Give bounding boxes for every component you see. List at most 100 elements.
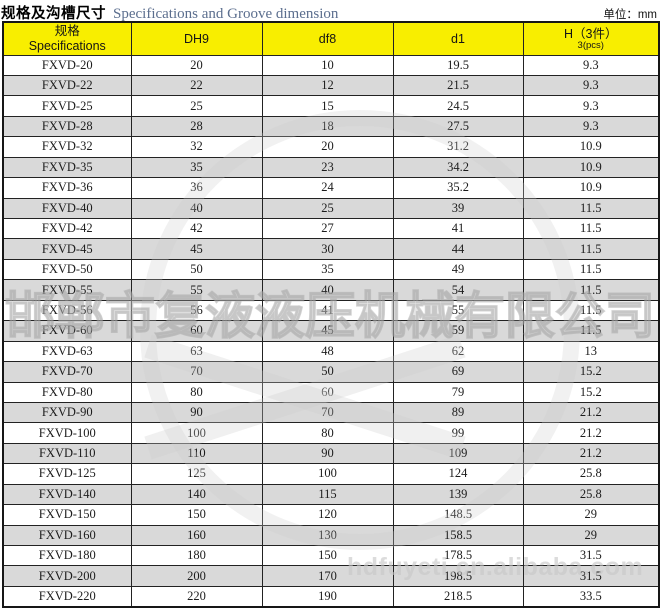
cell-df8: 12 — [261, 74, 394, 97]
cell-spec: FXVD-32 — [2, 136, 132, 158]
cell-dh9: 42 — [130, 217, 263, 240]
cell-d1: 69 — [392, 361, 524, 383]
cell-dh9: 63 — [130, 340, 263, 363]
cell-h: 21.2 — [522, 401, 660, 424]
cell-d1: 34.2 — [392, 156, 524, 179]
cell-h: 9.3 — [522, 115, 660, 138]
cell-d1: 79 — [392, 381, 524, 403]
cell-df8: 30 — [261, 238, 394, 260]
cell-df8: 35 — [261, 258, 394, 281]
table-row: FXVD-20 20 10 19.5 9.3 — [2, 54, 660, 76]
cell-df8: 24 — [261, 177, 394, 199]
cell-dh9: 35 — [130, 156, 263, 179]
cell-dh9: 150 — [130, 504, 263, 526]
cell-h: 11.5 — [522, 320, 660, 342]
cell-spec: FXVD-25 — [2, 95, 132, 117]
cell-dh9: 36 — [130, 177, 263, 199]
cell-d1: 139 — [392, 483, 524, 506]
cell-h: 15.2 — [522, 361, 660, 383]
cell-h: 31.5 — [522, 565, 660, 587]
cell-h: 29 — [522, 504, 660, 526]
table-row: FXVD-140 140 115 139 25.8 — [2, 483, 660, 506]
table-row: FXVD-36 36 24 35.2 10.9 — [2, 177, 660, 199]
cell-spec: FXVD-40 — [2, 197, 132, 220]
cell-dh9: 200 — [130, 565, 263, 587]
cell-h: 13 — [522, 340, 660, 363]
cell-dh9: 180 — [130, 544, 263, 567]
cell-df8: 10 — [261, 54, 394, 76]
cell-df8: 130 — [261, 524, 394, 547]
cell-df8: 20 — [261, 136, 394, 158]
cell-d1: 21.5 — [392, 74, 524, 97]
cell-spec: FXVD-56 — [2, 299, 132, 322]
cell-dh9: 70 — [130, 361, 263, 383]
page-title-english: Specifications and Groove dimension — [113, 6, 339, 22]
cell-d1: 89 — [392, 401, 524, 424]
cell-df8: 170 — [261, 565, 394, 587]
cell-h: 21.2 — [522, 422, 660, 444]
cell-spec: FXVD-50 — [2, 258, 132, 281]
cell-d1: 99 — [392, 422, 524, 444]
cell-spec: FXVD-55 — [2, 279, 132, 301]
page-title-chinese: 规格及沟槽尺寸 — [1, 6, 106, 22]
cell-spec: FXVD-90 — [2, 401, 132, 424]
cell-df8: 150 — [261, 544, 394, 567]
table-row: FXVD-63 63 48 62 13 — [2, 340, 660, 363]
cell-h: 11.5 — [522, 279, 660, 301]
cell-d1: 49 — [392, 258, 524, 281]
cell-spec: FXVD-80 — [2, 381, 132, 403]
cell-df8: 45 — [261, 320, 394, 342]
cell-h: 10.9 — [522, 136, 660, 158]
cell-dh9: 40 — [130, 197, 263, 220]
cell-dh9: 125 — [130, 463, 263, 485]
cell-df8: 80 — [261, 422, 394, 444]
cell-df8: 100 — [261, 463, 394, 485]
table-row: FXVD-50 50 35 49 11.5 — [2, 258, 660, 281]
table-row: FXVD-42 42 27 41 11.5 — [2, 217, 660, 240]
cell-dh9: 55 — [130, 279, 263, 301]
cell-df8: 70 — [261, 401, 394, 424]
table-row: FXVD-100 100 80 99 21.2 — [2, 422, 660, 444]
cell-h: 10.9 — [522, 156, 660, 179]
table-row: FXVD-28 28 18 27.5 9.3 — [2, 115, 660, 138]
table-row: FXVD-22 22 12 21.5 9.3 — [2, 74, 660, 97]
cell-dh9: 20 — [130, 54, 263, 76]
cell-df8: 41 — [261, 299, 394, 322]
cell-spec: FXVD-110 — [2, 442, 132, 465]
cell-dh9: 60 — [130, 320, 263, 342]
table-row: FXVD-45 45 30 44 11.5 — [2, 238, 660, 260]
cell-d1: 198.5 — [392, 565, 524, 587]
cell-d1: 62 — [392, 340, 524, 363]
cell-d1: 148.5 — [392, 504, 524, 526]
cell-d1: 218.5 — [392, 585, 524, 608]
cell-d1: 55 — [392, 299, 524, 322]
cell-h: 21.2 — [522, 442, 660, 465]
col-header-dh9: DH9 — [130, 21, 263, 56]
col-header-h-sub: 3(pcs) — [577, 40, 604, 52]
table-row: FXVD-60 60 45 59 11.5 — [2, 320, 660, 342]
cell-d1: 59 — [392, 320, 524, 342]
cell-df8: 15 — [261, 95, 394, 117]
title-bar: 规格及沟槽尺寸 Specifications and Groove dimens… — [0, 0, 660, 22]
table-header: 规格 Specifications DH9 df8 d1 H（3件） 3(pcs… — [2, 21, 660, 56]
cell-df8: 27 — [261, 217, 394, 240]
table-row: FXVD-40 40 25 39 11.5 — [2, 197, 660, 220]
cell-h: 25.8 — [522, 483, 660, 506]
cell-d1: 35.2 — [392, 177, 524, 199]
cell-dh9: 90 — [130, 401, 263, 424]
cell-dh9: 32 — [130, 136, 263, 158]
cell-df8: 50 — [261, 361, 394, 383]
cell-spec: FXVD-63 — [2, 340, 132, 363]
unit-label: 单位：mm — [603, 9, 657, 21]
cell-dh9: 45 — [130, 238, 263, 260]
cell-df8: 23 — [261, 156, 394, 179]
table-row: FXVD-180 180 150 178.5 31.5 — [2, 544, 660, 567]
cell-d1: 54 — [392, 279, 524, 301]
cell-d1: 24.5 — [392, 95, 524, 117]
cell-d1: 19.5 — [392, 54, 524, 76]
cell-spec: FXVD-22 — [2, 74, 132, 97]
table-row: FXVD-150 150 120 148.5 29 — [2, 504, 660, 526]
cell-df8: 60 — [261, 381, 394, 403]
cell-dh9: 80 — [130, 381, 263, 403]
table-row: FXVD-160 160 130 158.5 29 — [2, 524, 660, 547]
